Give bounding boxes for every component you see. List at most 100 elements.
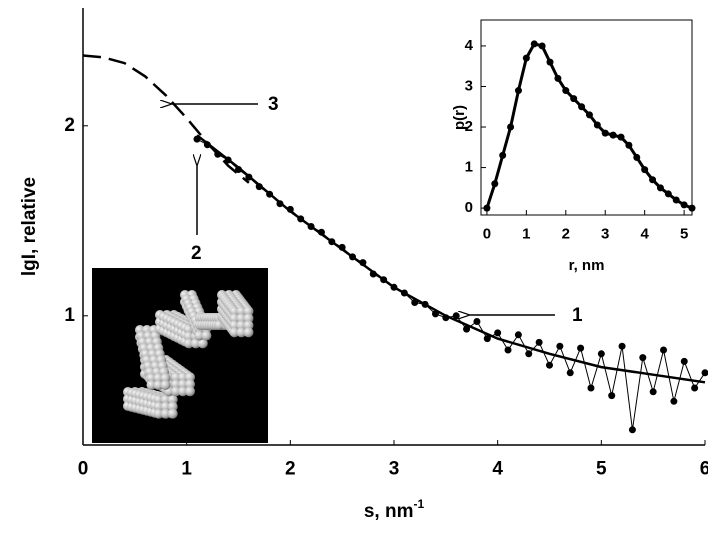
x-axis-title: r, nm [569,257,605,274]
atom [236,306,247,317]
data-point [649,176,657,184]
plot-frame [480,19,693,216]
data-point [656,184,664,192]
atom [160,373,171,383]
x-tick-label: 1 [181,459,192,480]
data-point [483,335,491,343]
data-point [701,369,708,377]
data-point [585,111,593,119]
data-point [463,325,471,333]
atom [243,306,254,317]
atom [229,320,240,331]
data-point [535,338,543,346]
atom [160,380,171,390]
atom [185,372,195,383]
x-tick-label: 5 [596,459,607,480]
atom [167,394,178,405]
atom [197,338,208,349]
x-tick-label: 0 [78,459,89,480]
atom [153,380,164,390]
data-point [587,384,595,392]
inset-chart: 0 1 2 3 4 5 0 1 2 3 4 r, nm p(r) [451,19,696,274]
data-point [562,87,570,95]
atom [153,408,164,419]
atom [178,386,188,397]
data-point [628,426,636,434]
x-tick-label: 2 [562,225,570,242]
atom [153,394,164,405]
atom [171,379,181,390]
data-point [641,166,649,174]
x-tick-label: 1 [522,225,530,242]
atom [243,320,254,331]
data-point [578,103,586,111]
data-point [649,388,657,396]
data-point [672,196,680,204]
data-point [617,133,625,141]
x-axis-title: s, nm-1 [364,497,425,522]
atom [178,372,188,383]
data-point [473,318,481,325]
data-point [525,350,533,358]
atom [185,386,195,397]
main-chart: 0 1 2 3 4 5 6 1 2 s, nm-1 lgI, relative [19,8,708,522]
atom [153,401,164,412]
x-tick-label: 2 [285,459,296,480]
data-point [499,151,507,159]
data-point [514,331,522,339]
x-tick-label: 4 [492,459,503,480]
x-tick-label: 0 [483,225,491,242]
atom [178,379,188,390]
atom [183,338,194,349]
data-point [601,129,609,137]
y-tick-label: 2 [64,115,75,136]
series-line [82,54,250,184]
y-tick-label: 4 [465,37,474,54]
atom [229,313,240,324]
atom [194,330,205,341]
y-axis-title: lgI, relative [19,177,40,276]
data-point [554,74,562,82]
series-line [485,42,693,210]
y-tick-label: 3 [465,77,473,94]
atom [160,408,171,419]
y-tick-label: 1 [64,305,75,326]
data-point [546,58,554,66]
data-point [660,346,668,354]
data-point [494,329,502,337]
x-axis-title-text: r, nm [569,257,605,274]
annotation: 3 [268,94,279,115]
atom [243,327,254,338]
atom [236,313,247,324]
data-point [570,95,578,103]
data-point [688,204,696,212]
y-tick-label: 2 [465,118,473,135]
y-tick-label: 0 [465,199,473,216]
atom [183,331,194,342]
atom [146,380,157,390]
atom [153,373,164,383]
atom [229,327,240,338]
x-tick-label: 5 [680,225,688,242]
atom [243,313,254,324]
data-point [483,204,491,212]
data-point [608,392,616,400]
data-point [680,357,688,365]
data-point [680,201,688,209]
annotation: 1 [572,305,583,326]
data-point [691,384,699,392]
data-point [556,342,564,350]
x-tick-label: 3 [389,459,400,480]
data-point [522,54,530,62]
x-tick-label: 3 [601,225,609,242]
data-point [633,153,641,161]
atom [160,394,171,405]
data-point [514,87,522,95]
series-line [196,138,706,430]
x-tick-label: 6 [700,459,708,480]
data-point [546,361,553,369]
atom [185,379,195,390]
atom [167,408,178,419]
data-point [507,123,515,131]
